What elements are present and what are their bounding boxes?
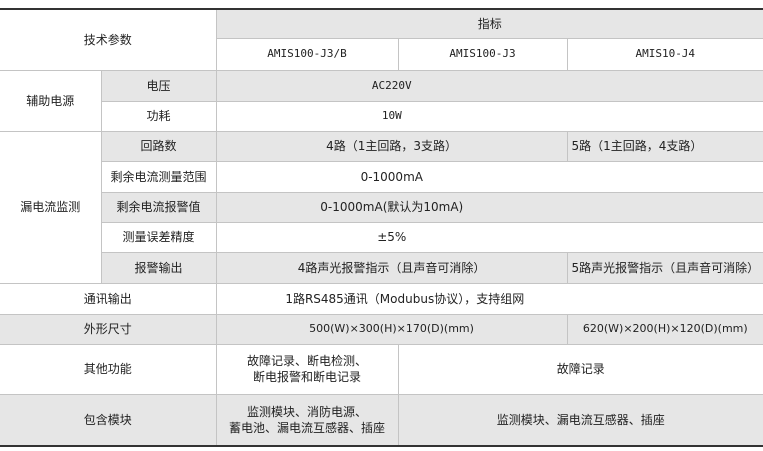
row-label: 回路数 <box>100 130 217 162</box>
indicator-header: 指标 <box>215 8 763 39</box>
model-header: AMIS10-J4 <box>566 37 763 71</box>
cell-value: 5路（1主回路，4支路） <box>566 130 763 162</box>
cell-value: 1路RS485通讯（Modubus协议），支持组网 <box>215 282 763 315</box>
group-label: 漏电流监测 <box>0 130 102 284</box>
cell-value: 监测模块、漏电流互感器、插座 <box>397 393 763 447</box>
cell-value: 故障记录、断电检测、 断电报警和断电记录 <box>215 343 399 395</box>
row-label: 剩余电流报警值 <box>101 191 217 223</box>
cell-value: AC220V <box>215 69 763 102</box>
cell-value: 500(W)×300(H)×170(D)(mm) <box>215 313 568 345</box>
row-label: 报警输出 <box>101 251 217 284</box>
cell-value: 4路声光报警指示（且声音可消除） <box>215 251 568 284</box>
cell-value: 5路声光报警指示（且声音可消除） <box>566 251 763 284</box>
group-label: 辅助电源 <box>0 69 102 132</box>
line: 故障记录、断电检测、 <box>247 354 368 368</box>
cell-value: 4路（1主回路，3支路） <box>215 130 568 162</box>
row-label: 测量误差精度 <box>101 221 217 253</box>
cell-value: 0-1000mA(默认为10mA) <box>215 191 763 223</box>
line: 断电报警和断电记录 <box>253 370 362 384</box>
row-label: 外形尺寸 <box>0 313 217 345</box>
line: 蓄电池、漏电流互感器、插座 <box>229 420 386 435</box>
model-header: AMIS100-J3/B <box>216 37 399 71</box>
cell-value: 10W <box>215 100 763 132</box>
param-header: 技术参数 <box>0 8 217 71</box>
cell-value: ±5% <box>215 221 763 253</box>
row-label: 功耗 <box>101 100 217 132</box>
model-header: AMIS100-J3 <box>397 37 568 71</box>
row-label: 电压 <box>100 69 217 102</box>
row-label: 通讯输出 <box>0 282 217 315</box>
row-label: 剩余电流测量范围 <box>101 160 217 193</box>
cell-value: 故障记录 <box>397 343 763 395</box>
row-label: 包含模块 <box>0 393 217 447</box>
cell-value: 0-1000mA <box>215 160 763 193</box>
row-label: 其他功能 <box>0 343 217 395</box>
cell-value: 620(W)×200(H)×120(D)(mm) <box>566 313 763 345</box>
line: 监测模块、消防电源、 <box>247 404 368 419</box>
cell-value: 监测模块、消防电源、 蓄电池、漏电流互感器、插座 <box>215 393 399 447</box>
spec-table: 技术参数 指标 AMIS100-J3/B AMIS100-J3 AMIS10-J… <box>0 8 763 447</box>
